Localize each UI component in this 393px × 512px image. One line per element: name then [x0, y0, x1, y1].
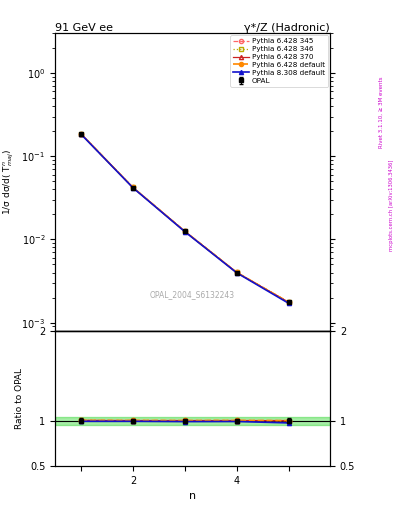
- Pythia 6.428 346: [234, 269, 239, 275]
- Line: Pythia 6.428 default: Pythia 6.428 default: [79, 132, 291, 304]
- Text: mcplots.cern.ch [arXiv:1306.3436]: mcplots.cern.ch [arXiv:1306.3436]: [389, 159, 393, 250]
- Text: 91 GeV ee: 91 GeV ee: [55, 23, 113, 32]
- Pythia 8.308 default: [286, 300, 291, 306]
- Line: Pythia 6.428 346: Pythia 6.428 346: [79, 132, 291, 304]
- Y-axis label: 1/σ dσ/d( T$^n_{maj}$): 1/σ dσ/d( T$^n_{maj}$): [2, 149, 16, 215]
- Text: γ*/Z (Hadronic): γ*/Z (Hadronic): [244, 23, 330, 32]
- Line: Pythia 8.308 default: Pythia 8.308 default: [79, 132, 291, 305]
- Pythia 6.428 345: [234, 269, 239, 275]
- Pythia 6.428 345: [79, 131, 83, 137]
- Legend: Pythia 6.428 345, Pythia 6.428 346, Pythia 6.428 370, Pythia 6.428 default, Pyth: Pythia 6.428 345, Pythia 6.428 346, Pyth…: [230, 35, 328, 87]
- Pythia 6.428 345: [286, 299, 291, 305]
- Line: Pythia 6.428 370: Pythia 6.428 370: [79, 132, 291, 304]
- Line: Pythia 6.428 345: Pythia 6.428 345: [79, 132, 291, 304]
- Pythia 6.428 default: [79, 131, 83, 137]
- X-axis label: n: n: [189, 491, 196, 501]
- Pythia 6.428 345: [130, 184, 135, 190]
- Y-axis label: Ratio to OPAL: Ratio to OPAL: [15, 368, 24, 429]
- Pythia 6.428 370: [79, 131, 83, 137]
- Pythia 6.428 default: [182, 228, 187, 234]
- Pythia 6.428 345: [182, 228, 187, 234]
- Pythia 6.428 default: [286, 299, 291, 305]
- Pythia 6.428 default: [130, 184, 135, 190]
- Pythia 6.428 default: [234, 269, 239, 275]
- Pythia 8.308 default: [79, 131, 83, 137]
- Pythia 6.428 346: [130, 184, 135, 190]
- Bar: [55, 417, 330, 425]
- Pythia 6.428 346: [286, 299, 291, 305]
- Pythia 6.428 370: [182, 228, 187, 234]
- Text: Rivet 3.1.10, ≥ 3M events: Rivet 3.1.10, ≥ 3M events: [379, 77, 384, 148]
- Pythia 6.428 346: [79, 131, 83, 137]
- Pythia 8.308 default: [130, 185, 135, 191]
- Pythia 6.428 346: [182, 228, 187, 234]
- Text: OPAL_2004_S6132243: OPAL_2004_S6132243: [150, 290, 235, 300]
- Pythia 6.428 370: [234, 269, 239, 275]
- Pythia 8.308 default: [182, 228, 187, 234]
- Pythia 6.428 370: [130, 184, 135, 190]
- Pythia 6.428 370: [286, 299, 291, 305]
- Pythia 8.308 default: [234, 270, 239, 276]
